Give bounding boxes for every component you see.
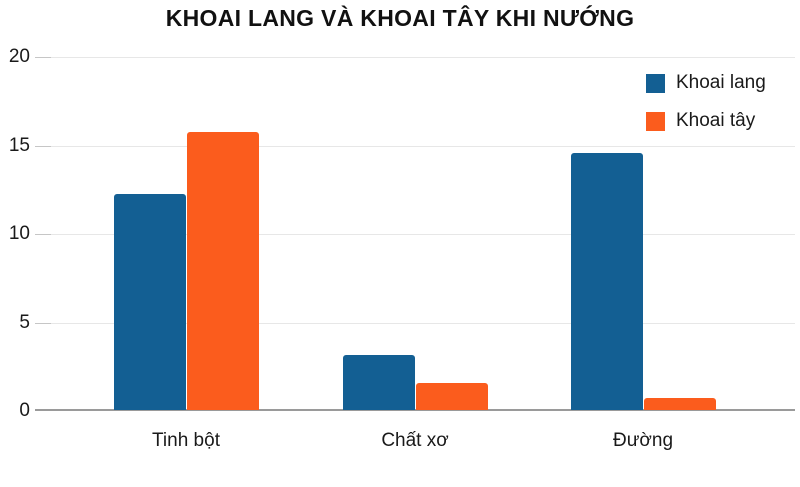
x-axis-label-cat0: Tinh bột	[152, 430, 220, 451]
legend-label-series0: Khoai lang	[676, 72, 766, 93]
gridline-15	[38, 145, 795, 147]
gridline-20	[38, 57, 795, 58]
bar-series1-cat0	[186, 132, 259, 410]
legend-swatch-series0	[646, 73, 665, 93]
x-axis-label-cat1: Chất xơ	[381, 430, 449, 451]
y-axis-label-10: 10	[8, 223, 30, 244]
y-tick-20	[35, 57, 51, 58]
legend-item-series1: Khoai tây	[646, 110, 766, 132]
y-axis-label-15: 15	[8, 134, 30, 156]
bar-series1-cat2	[643, 398, 716, 410]
legend-swatch-series1	[646, 111, 665, 131]
bar-series0-cat2	[570, 153, 643, 410]
y-tick-10	[35, 234, 51, 235]
y-axis-label-0: 0	[19, 400, 30, 421]
legend-item-series0: Khoai lang	[646, 72, 766, 94]
bar-series0-cat0	[113, 194, 186, 410]
plot-area	[35, 57, 795, 411]
y-tick-15	[35, 145, 51, 147]
chart-title: KHOAI LANG VÀ KHOAI TÂY KHI NƯỚNG	[165, 5, 635, 31]
bar-series1-cat1	[415, 383, 488, 410]
bar-series0-cat1	[342, 355, 415, 410]
legend-label-series1: Khoai tây	[676, 110, 756, 131]
y-axis-label-20: 20	[8, 46, 30, 67]
x-axis-label-cat2: Đường	[612, 430, 674, 451]
gridline-5	[38, 322, 795, 324]
legend: Khoai lang Khoai tây	[646, 72, 766, 132]
y-tick-5	[35, 322, 51, 324]
x-axis-baseline	[35, 409, 795, 411]
gridline-10	[38, 234, 795, 235]
y-axis-label-5: 5	[19, 311, 30, 333]
